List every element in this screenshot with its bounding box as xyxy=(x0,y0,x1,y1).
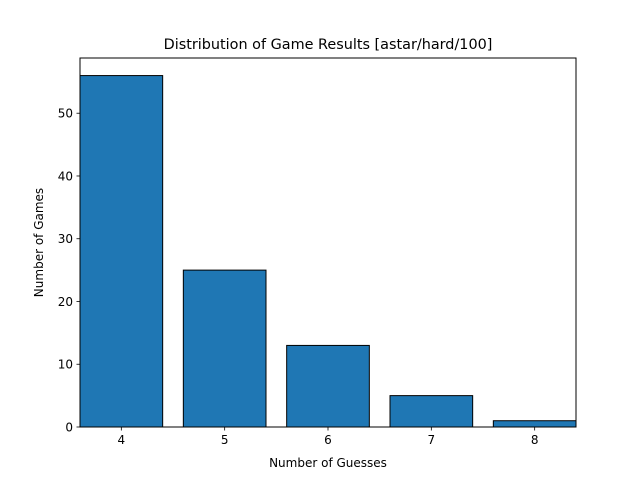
y-tick-label: 50 xyxy=(58,107,73,121)
bar-8 xyxy=(492,420,577,428)
x-tick-label: 4 xyxy=(118,433,126,447)
bar-4 xyxy=(79,75,164,428)
x-axis-label: Number of Guesses xyxy=(269,456,387,470)
x-axis: 4 5 6 7 8 xyxy=(118,427,539,447)
y-tick-label: 0 xyxy=(65,420,73,434)
bar-7 xyxy=(389,395,474,428)
y-tick-label: 40 xyxy=(58,169,73,183)
bar-5 xyxy=(182,269,267,428)
x-tick-label: 8 xyxy=(531,433,539,447)
x-tick-label: 5 xyxy=(221,433,229,447)
x-tick-label: 7 xyxy=(428,433,436,447)
x-tick-label: 6 xyxy=(324,433,332,447)
y-axis: 0 10 20 30 40 50 xyxy=(58,107,80,434)
y-tick-label: 20 xyxy=(58,295,73,309)
y-axis-label: Number of Games xyxy=(32,188,46,297)
y-tick-label: 10 xyxy=(58,358,73,372)
bar-6 xyxy=(286,344,370,428)
y-tick-label: 30 xyxy=(58,232,73,246)
chart-title: Distribution of Game Results [astar/hard… xyxy=(164,37,493,53)
bars-group xyxy=(79,75,577,428)
